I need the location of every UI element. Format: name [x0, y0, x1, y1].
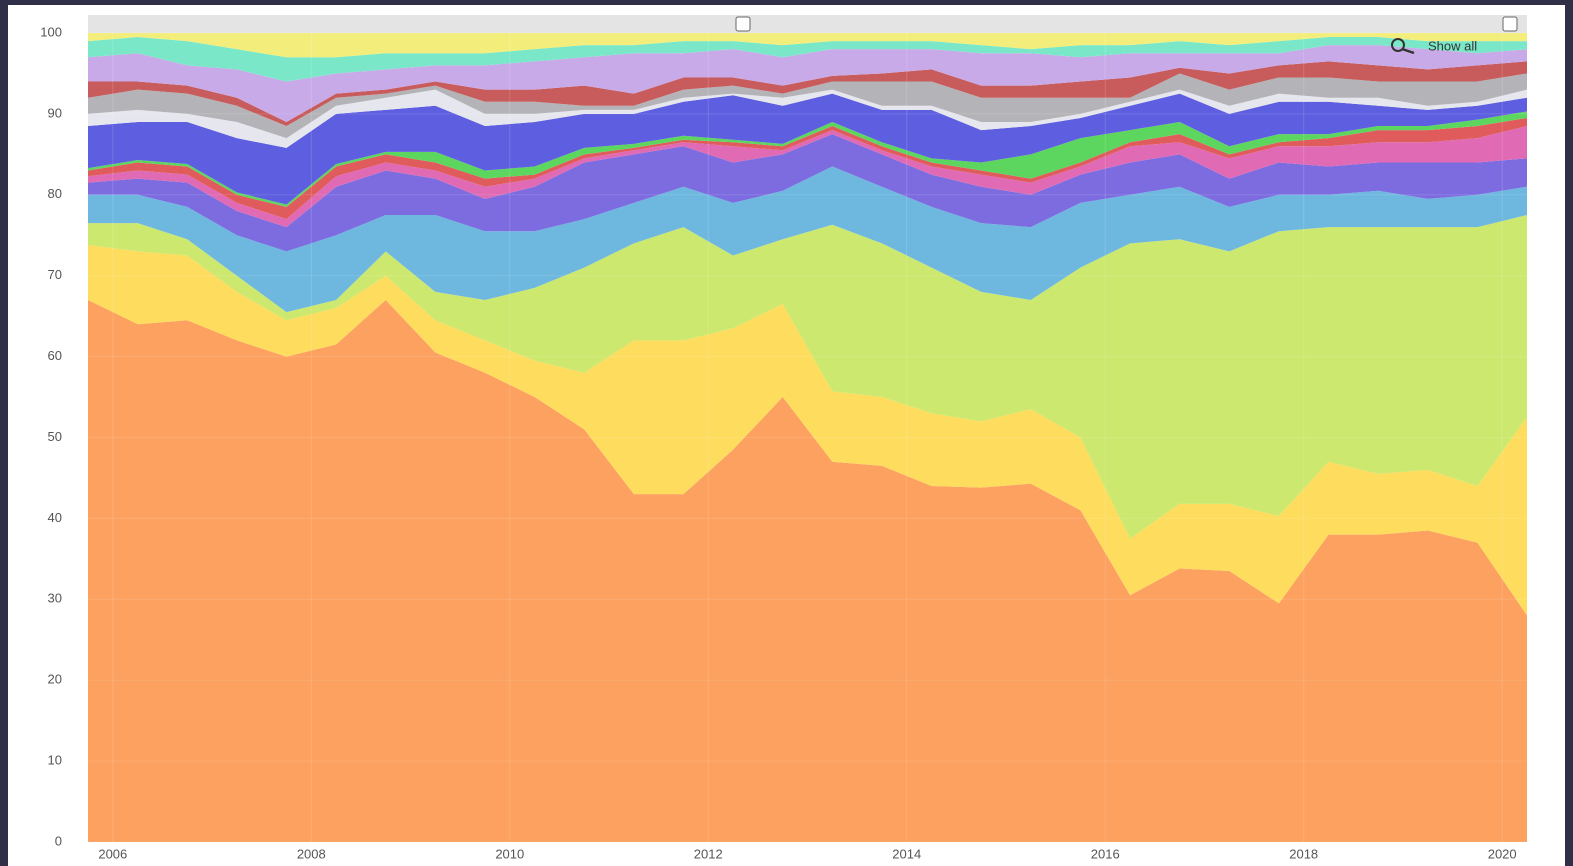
area	[88, 93, 1527, 205]
x-tick-label: 2010	[495, 846, 524, 861]
area	[88, 117, 1527, 220]
area	[88, 126, 1527, 228]
area	[88, 244, 1527, 616]
y-tick-label: 70	[48, 267, 62, 282]
y-tick-label: 60	[48, 348, 62, 363]
y-tick-label: 20	[48, 672, 62, 687]
scrollbar-grip[interactable]	[735, 16, 751, 32]
area	[88, 61, 1527, 127]
zoom-icon	[1401, 47, 1415, 55]
scrollbar-track[interactable]	[88, 15, 1527, 33]
area	[88, 45, 1527, 122]
area	[88, 166, 1527, 313]
x-tick-label: 2016	[1091, 846, 1120, 861]
y-tick-label: 100	[40, 24, 62, 39]
plot-area	[88, 33, 1527, 843]
area	[88, 73, 1527, 139]
x-tick-label: 2018	[1289, 846, 1318, 861]
x-tick-label: 2008	[297, 846, 326, 861]
area	[88, 89, 1527, 148]
area	[88, 33, 1527, 58]
zoom-button-label[interactable]: Show all	[1428, 38, 1477, 53]
x-tick-label: 2012	[694, 846, 723, 861]
y-tick-label: 50	[48, 429, 62, 444]
y-tick-label: 30	[48, 591, 62, 606]
area	[88, 215, 1527, 539]
x-tick-label: 2020	[1488, 846, 1517, 861]
zoom-button[interactable]: Show all	[1391, 38, 1477, 55]
y-tick-label: 90	[48, 105, 62, 120]
x-tick-label: 2006	[98, 846, 127, 861]
scrollbar-grip[interactable]	[1502, 16, 1518, 32]
area	[88, 111, 1527, 207]
area	[88, 134, 1527, 252]
y-tick-label: 40	[48, 510, 62, 525]
y-tick-label: 0	[55, 833, 62, 848]
y-tick-label: 10	[48, 753, 62, 768]
y-tick-label: 80	[48, 186, 62, 201]
x-tick-label: 2014	[892, 846, 921, 861]
area	[88, 37, 1527, 82]
zoom-icon	[1391, 38, 1405, 52]
area	[88, 299, 1527, 843]
